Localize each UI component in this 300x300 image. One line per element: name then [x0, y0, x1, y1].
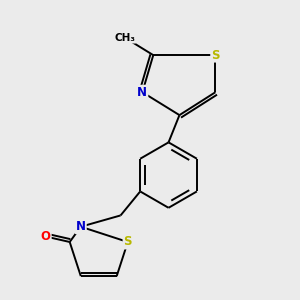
Text: CH₃: CH₃	[114, 33, 135, 43]
Text: S: S	[124, 236, 132, 248]
Text: O: O	[41, 230, 51, 243]
Text: S: S	[211, 49, 220, 62]
Text: N: N	[76, 220, 86, 233]
Text: N: N	[137, 86, 147, 99]
